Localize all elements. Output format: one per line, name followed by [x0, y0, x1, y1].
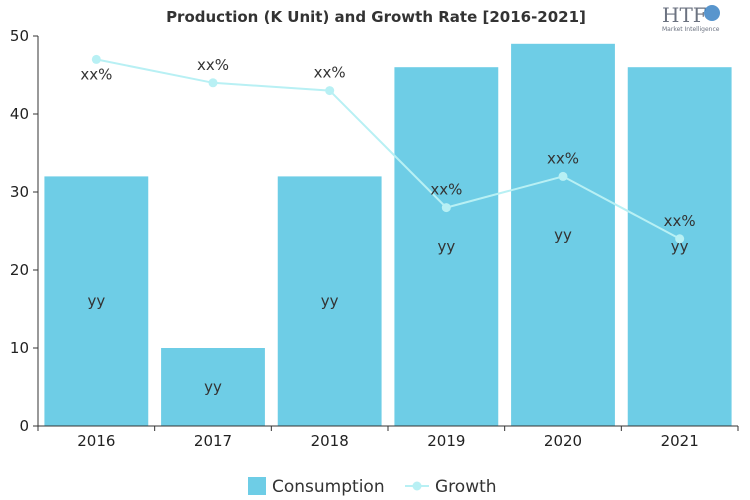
legend-marker-growth: [412, 481, 422, 491]
growth-label-2018: xx%: [314, 64, 346, 82]
bar-label-2016: yy: [87, 292, 105, 310]
line-series: [91, 54, 685, 244]
bar-2018: [277, 176, 382, 426]
growth-label-2021: xx%: [664, 212, 696, 230]
x-axis-ticks: 2016 2017 2018 2019 2020 2021: [37, 426, 739, 450]
bar-labels: yy yy yy yy yy yy: [87, 226, 688, 396]
x-tick-label-2016: 2016: [77, 432, 115, 450]
growth-point-2016: [91, 54, 101, 64]
y-tick-label: 0: [19, 417, 29, 435]
y-axis-ticks: 0 10 20 30 40 50: [10, 27, 38, 435]
bar-2021: [627, 67, 732, 426]
bar-2019: [394, 67, 499, 426]
x-tick-label-2017: 2017: [194, 432, 232, 450]
x-tick-label-2020: 2020: [544, 432, 582, 450]
growth-point-2021: [675, 234, 685, 244]
y-tick-label: 10: [10, 339, 29, 357]
bar-label-2018: yy: [321, 292, 339, 310]
bar-label-2019: yy: [437, 238, 455, 256]
chart-title: Production (K Unit) and Growth Rate [201…: [166, 8, 586, 26]
x-tick-label-2018: 2018: [311, 432, 349, 450]
bar-2017: [161, 348, 265, 426]
growth-label-2019: xx%: [430, 181, 462, 199]
growth-point-2019: [441, 203, 451, 213]
logo-subtext: Market Intelligence: [662, 26, 720, 33]
y-tick-label: 20: [10, 261, 29, 279]
growth-label-2020: xx%: [547, 149, 579, 167]
bar-2016: [44, 176, 149, 426]
growth-point-2017: [208, 78, 218, 88]
legend: Consumption Growth: [248, 477, 497, 497]
y-tick-label: 50: [10, 27, 29, 45]
growth-line: [96, 58, 681, 240]
growth-point-2018: [325, 86, 335, 96]
logo-globe-icon: [704, 5, 720, 21]
bar-label-2021: yy: [671, 238, 689, 256]
line-labels: xx% xx% xx% xx% xx% xx%: [80, 56, 695, 230]
htf-logo: HTF Market Intelligence: [662, 3, 720, 33]
legend-label-growth: Growth: [435, 477, 497, 497]
x-tick-label-2021: 2021: [661, 432, 699, 450]
growth-label-2016: xx%: [80, 65, 112, 83]
bar-series: [44, 43, 732, 427]
growth-point-2020: [558, 171, 568, 181]
legend-swatch-consumption: [248, 477, 266, 495]
logo-text: HTF: [662, 3, 707, 27]
y-tick-label: 30: [10, 183, 29, 201]
bar-label-2020: yy: [554, 226, 572, 244]
legend-label-consumption: Consumption: [272, 477, 385, 497]
growth-label-2017: xx%: [197, 56, 229, 74]
x-tick-label-2019: 2019: [427, 432, 465, 450]
bar-2020: [511, 43, 615, 427]
bar-label-2017: yy: [204, 378, 222, 396]
y-tick-label: 40: [10, 105, 29, 123]
